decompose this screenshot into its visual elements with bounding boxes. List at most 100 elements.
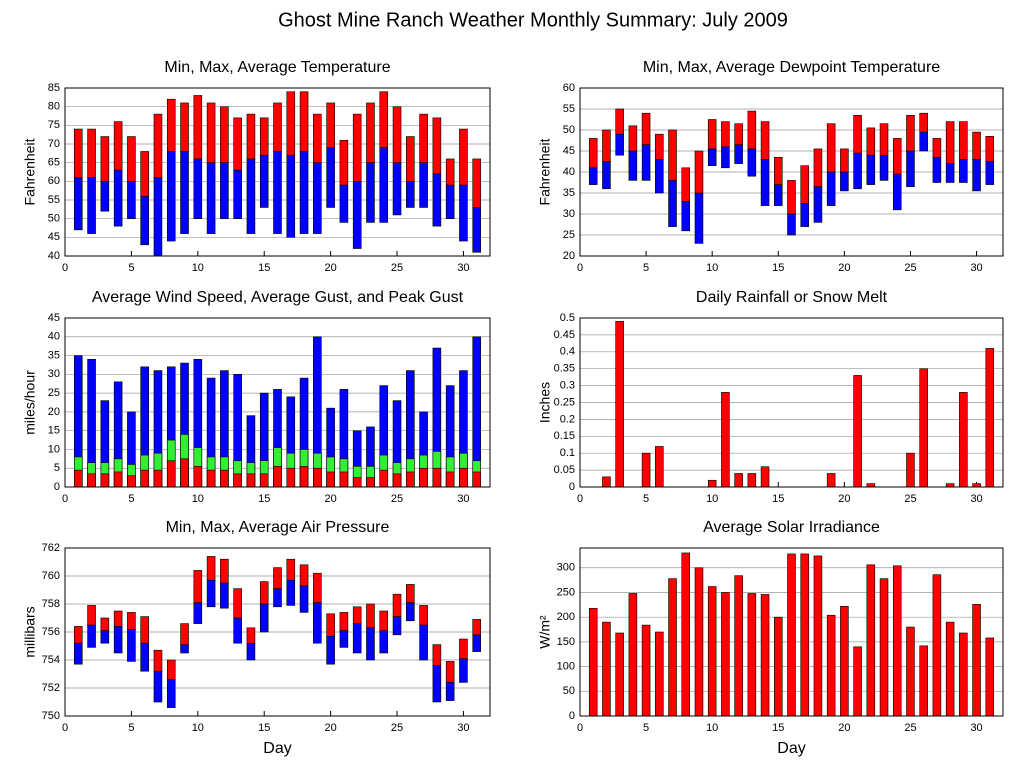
y-tick-label: 0.3 (560, 380, 575, 392)
y-tick-label: 250 (557, 586, 575, 598)
y-tick-label: 45 (563, 145, 575, 157)
x-tick-label: 20 (325, 493, 337, 505)
range-bar (406, 602, 415, 622)
x-tick-label: 15 (772, 262, 784, 274)
range-bar (932, 157, 942, 183)
bar (826, 473, 836, 488)
range-bar (826, 171, 836, 206)
range-bar (392, 593, 402, 617)
range-bar (180, 102, 189, 152)
range-bar (193, 570, 203, 603)
bar (286, 467, 296, 488)
x-tick-label: 30 (970, 493, 982, 505)
range-bar (286, 154, 296, 238)
range-bar (379, 147, 389, 223)
range-bar (220, 582, 229, 609)
range-bar (299, 91, 309, 152)
range-bar (445, 661, 455, 683)
range-bar (906, 115, 915, 152)
bar (760, 466, 770, 488)
bar (246, 473, 256, 488)
bar (445, 471, 455, 488)
y-tick-label: 0.45 (554, 329, 575, 341)
range-bar (140, 642, 149, 672)
x-tick-label: 25 (904, 262, 916, 274)
x-tick-label: 5 (128, 493, 134, 505)
bar (472, 471, 482, 488)
range-bar (246, 113, 256, 160)
y-tick-label: 50 (563, 124, 575, 136)
range-bar (392, 106, 402, 163)
bar (432, 467, 442, 488)
range-bar (366, 102, 375, 163)
bar (787, 553, 796, 717)
bar (153, 469, 163, 488)
range-bar (326, 613, 335, 637)
range-bar (299, 564, 309, 587)
x-tick-label: 15 (258, 722, 270, 734)
bar (734, 575, 743, 717)
y-tick-label: 756 (42, 626, 60, 638)
plot-frame (579, 317, 1004, 488)
x-tick-label: 25 (904, 493, 916, 505)
y-tick-label: 760 (42, 570, 60, 582)
y-tick-label: 75 (48, 119, 60, 131)
bar (668, 578, 677, 717)
y-tick-label: 0 (569, 710, 575, 722)
range-bar (127, 181, 136, 219)
range-bar (641, 144, 651, 181)
range-bar (472, 619, 482, 636)
x-tick-label: 30 (970, 262, 982, 274)
plot-frame (64, 317, 491, 488)
bar (760, 594, 770, 717)
range-bar (641, 112, 651, 145)
x-tick-label: 30 (970, 722, 982, 734)
range-bar (853, 115, 862, 154)
range-bar (153, 670, 163, 703)
bar (166, 460, 176, 488)
range-bar (366, 603, 375, 629)
range-bar (206, 162, 216, 234)
plot-frame (64, 87, 491, 257)
panel-title: Min, Max, Average Dewpoint Temperature (643, 59, 940, 76)
x-tick-label: 10 (192, 262, 204, 274)
range-bar (113, 169, 123, 227)
range-bar (100, 617, 110, 631)
range-bar (800, 165, 809, 204)
range-bar (100, 630, 110, 644)
bar (919, 645, 928, 717)
bar (206, 469, 216, 488)
range-bar (615, 108, 624, 135)
y-tick-label: 200 (557, 611, 575, 623)
y-tick-label: 100 (557, 660, 575, 672)
bar (985, 348, 995, 488)
range-bar (313, 602, 322, 644)
x-tick-label: 15 (258, 493, 270, 505)
range-bar (127, 136, 136, 182)
x-tick-label: 0 (577, 493, 583, 505)
range-bar (459, 128, 468, 186)
page-title: Ghost Mine Ranch Weather Monthly Summary… (278, 9, 788, 31)
range-bar (352, 113, 362, 182)
range-bar (760, 159, 770, 206)
range-bar (866, 154, 876, 185)
range-bar (959, 159, 968, 183)
range-bar (655, 133, 664, 160)
range-bar (326, 102, 335, 149)
range-bar (220, 162, 229, 219)
plot-frame (579, 87, 1004, 257)
range-bar (419, 605, 428, 626)
range-bar (747, 110, 757, 150)
y-tick-label: 55 (563, 103, 575, 115)
y-axis-label: Fahrenheit (22, 138, 38, 205)
x-tick-label: 5 (643, 262, 649, 274)
range-bar (734, 144, 743, 164)
range-bar (800, 203, 809, 227)
bar (339, 471, 349, 488)
range-bar (945, 121, 955, 164)
range-bar (233, 617, 242, 644)
x-tick-label: 20 (838, 493, 850, 505)
range-bar (286, 558, 296, 581)
range-bar (313, 113, 322, 163)
range-bar (259, 603, 269, 633)
